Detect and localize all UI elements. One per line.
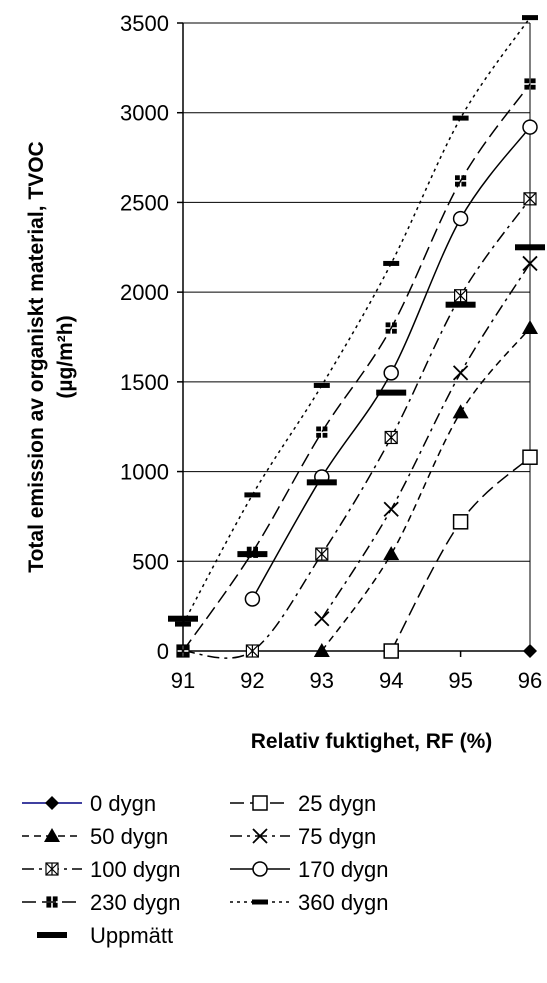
data-point-1-2: [522, 449, 538, 465]
data-point-5-0: [244, 591, 261, 607]
y-tick-label: 2000: [120, 280, 169, 305]
legend-item-0: 0 dygn: [22, 791, 156, 816]
data-point-7-1: [244, 492, 261, 498]
legend-item-3: 75 dygn: [230, 824, 376, 849]
y-tick-label: 1500: [120, 370, 169, 395]
data-point-5-4: [522, 119, 538, 135]
legend-swatch-marker: [252, 828, 268, 844]
data-point-6-2: [316, 426, 328, 438]
data-point-2-2: [452, 404, 469, 419]
legend-label: 100 dygn: [90, 857, 181, 882]
series-lines: [182, 17, 531, 659]
legend-swatch-marker: [252, 899, 268, 905]
data-point-7-5: [522, 15, 538, 21]
data-point-8-2: [306, 479, 337, 486]
y-axis-title-line1: Total emission av organiskt material, TV…: [25, 141, 48, 572]
data-point-3-1: [383, 501, 399, 517]
data-point-4-3: [384, 430, 398, 445]
legend-label: 230 dygn: [90, 890, 181, 915]
data-point-2-3: [522, 320, 538, 335]
data-point-5-3: [452, 210, 469, 227]
data-point-8-4: [445, 301, 476, 308]
y-tick-label: 0: [157, 639, 169, 664]
data-point-6-5: [524, 78, 536, 90]
x-tick-label: 95: [448, 668, 472, 693]
data-point-3-3: [522, 255, 538, 272]
legend-swatch-marker: [46, 896, 58, 908]
gridlines: [183, 22, 531, 651]
legend-label: 25 dygn: [298, 791, 376, 816]
series-line-1: [390, 456, 531, 652]
x-tick-label: 94: [379, 668, 403, 693]
data-point-7-2: [313, 382, 330, 388]
y-tick-label: 500: [132, 549, 169, 574]
series-line-2: [321, 327, 531, 652]
legend-item-4: 100 dygn: [22, 857, 181, 882]
x-tick-label: 96: [518, 668, 542, 693]
data-point-3-2: [452, 365, 469, 381]
data-point-4-4: [454, 289, 468, 303]
legend-item-2: 50 dygn: [22, 824, 168, 849]
data-point-2-1: [383, 546, 400, 561]
y-tick-label: 1000: [120, 460, 169, 485]
x-tick-label: 92: [240, 668, 264, 693]
data-point-4-5: [523, 192, 537, 206]
legend-item-6: 230 dygn: [22, 890, 181, 915]
data-point-1-1: [452, 514, 469, 530]
data-point-8-0: [168, 615, 198, 622]
data-point-7-4: [452, 115, 469, 121]
legend: 0 dygn 25 dygn 50 dygn 75 dygn 100 dygn 170 d…: [22, 791, 389, 948]
legend-item-8: Uppmätt: [37, 923, 173, 948]
y-tick-label: 3500: [120, 11, 169, 36]
data-point-6-4: [455, 175, 467, 187]
data-point-6-3: [385, 322, 397, 334]
legend-swatch-marker: [252, 861, 268, 877]
series-line-6: [182, 83, 531, 652]
legend-swatch-marker: [252, 795, 268, 811]
legend-label: 360 dygn: [298, 890, 389, 915]
x-tick-label: 93: [310, 668, 334, 693]
y-axis-title: Total emission av organiskt material, TV…: [25, 141, 77, 572]
data-point-7-0: [175, 621, 191, 627]
legend-item-1: 25 dygn: [230, 791, 376, 816]
legend-item-5: 170 dygn: [230, 857, 389, 882]
axes: [177, 22, 531, 657]
y-tick-label: 3000: [120, 101, 169, 126]
legend-item-7: 360 dygn: [230, 890, 389, 915]
legend-label: Uppmätt: [90, 923, 173, 948]
y-tick-label: 2500: [120, 190, 169, 215]
legend-label: 50 dygn: [90, 824, 168, 849]
data-point-3-0: [314, 611, 330, 627]
data-point-1-0: [383, 643, 399, 659]
y-axis-title-line2: (µg/m²h): [54, 315, 77, 398]
tick-labels: 0 500 1000 1500 2000 2500 3000 3500 91 92 93 94 95 96: [120, 11, 542, 693]
data-point-4-1: [245, 644, 259, 658]
data-point-8-3: [376, 389, 407, 396]
series-line-5: [251, 126, 531, 600]
x-tick-label: 91: [171, 668, 195, 693]
data-point-7-3: [383, 260, 400, 266]
data-point-0-0: [523, 644, 537, 658]
data-point-4-2: [315, 547, 329, 561]
legend-label: 170 dygn: [298, 857, 389, 882]
data-point-8-5: [515, 244, 545, 251]
data-point-8-1: [237, 551, 268, 558]
legend-swatch-marker: [45, 796, 59, 810]
x-axis-title: Relativ fuktighet, RF (%): [251, 730, 493, 753]
data-point-5-2: [383, 365, 399, 381]
legend-label: 75 dygn: [298, 824, 376, 849]
legend-swatch-marker: [37, 932, 67, 938]
data-point-2-0: [313, 643, 330, 657]
series-markers: [168, 15, 545, 659]
legend-swatch-marker: [44, 828, 60, 842]
series-line-4: [182, 198, 531, 659]
data-point-6-0: [177, 645, 189, 657]
legend-swatch-marker: [45, 862, 59, 876]
legend-label: 0 dygn: [90, 791, 156, 816]
series-line-3: [321, 263, 531, 620]
series-line-7: [182, 17, 531, 625]
